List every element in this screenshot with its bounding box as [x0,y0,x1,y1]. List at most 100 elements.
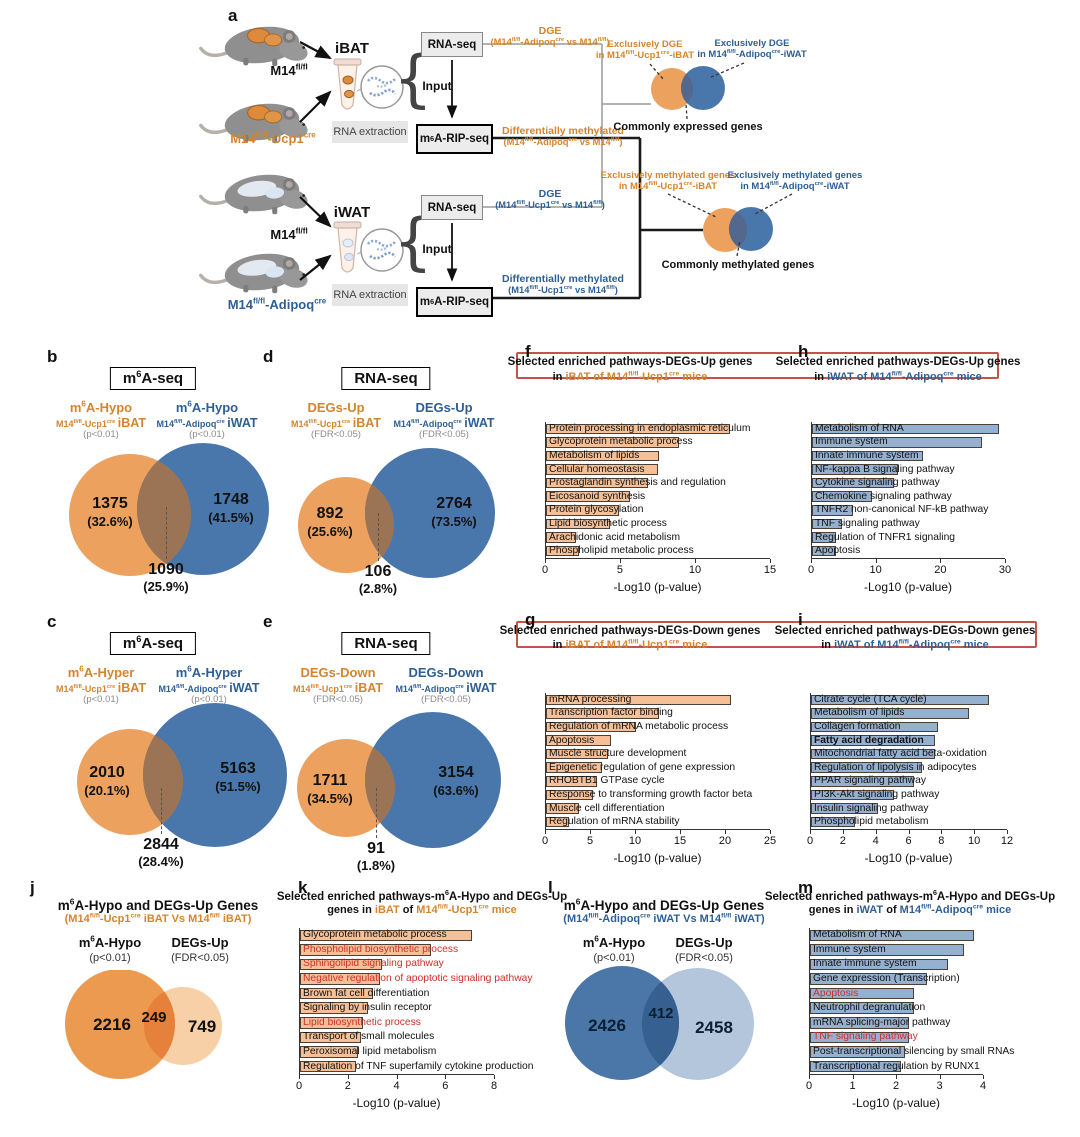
venn-l-inter-count: 412 [648,1005,674,1022]
panel-m-xlabel: -Log10 (p-value) [851,1096,941,1110]
pathway-label: Glycoprotein metabolic process [549,436,693,448]
pathway-label: Transcriptional regulation by RUNX1 [813,1060,980,1072]
pathway-row: NF-kappa B signaling pathway [812,463,1005,477]
axis-tick [852,1075,854,1079]
axis-tick-label: 4 [872,835,879,847]
axis-tick-label: 30 [998,564,1012,576]
venn-d-left-pct: (25.6%) [307,524,353,539]
pathway-row: Prostaglandin synthesis and regulation [546,476,770,490]
panel-j-right-name: DEGs-Up [171,935,229,950]
pathway-row: Brown fat cell differentiation [300,986,494,1001]
pathway-row: Muscle structure development [546,747,770,761]
pathway-row: Response to transforming growth factor b… [546,788,770,802]
panel-m-axis: 0 1 2 3 4 [806,1075,987,1095]
pathway-label: Prostaglandin synthesis and regulation [549,477,726,489]
pathway-row: Phospholipid metabolism [811,815,1007,829]
panel-g-xlabel: -Log10 (p-value) [613,851,702,865]
chart-subtitle-part: iWAT of M14fl/fl-Adipoqcre mice [827,370,982,383]
pathway-label: Mitochondrial fatty acid beta-oxidation [814,748,987,760]
panel-k-xlabel: -Log10 (p-value) [352,1096,441,1110]
venn-d-inter-pct: (2.8%) [358,581,398,596]
axis-tick-label: 2 [839,835,846,847]
pathway-row: mRNA splicing-major pathway [810,1016,983,1031]
panel-d-method-box: RNA-seq [341,367,431,391]
axis-tick [694,559,696,563]
pathway-bar [300,1002,368,1015]
mouse-label-wt-top: M14fl/fl [270,62,308,78]
pathway-label: TNF signaling pathway [815,517,920,529]
panel-k-subtitle: genes in iBAT of M14fl/fl-Ucp1cre mice [327,903,517,916]
pathway-bar [812,477,895,489]
axis-tick-label: 5 [586,835,594,847]
pathway-label: Regulation of TNF superfamily cytokine p… [303,1060,534,1072]
venn-c-left-count: 2010 [89,764,125,781]
pathway-label: PI3K-Akt signaling pathway [814,788,940,800]
chart-subtitle-part: in [814,371,828,383]
pathway-row: Signaling by insulin receptor [300,1001,494,1016]
panel-e-label: e [263,612,273,631]
pathway-row: Cytokine signaling pathway [812,476,1005,490]
panel-i-axis: 0 2 4 6 8 10 12 [807,830,1013,850]
panel-j-subtitle: (M14fl/fl-Ucp1cre iBAT Vs M14fl/fl iBAT) [64,912,252,925]
panel-f-plot: Protein processing in endoplasmic reticu… [545,422,770,559]
pathway-label: Lipid biosynthetic process [303,1016,421,1028]
venn-b-inter-count: 1090 [148,561,184,578]
pathway-row: TNFR2 non-canonical NF-kB pathway [812,504,1005,518]
pathway-bar [546,491,630,503]
panel-c-right-header: m6A-Hyper M14fl/fl-Adipoqcre iWAT (p<0.0… [158,664,260,706]
panel-g-axis: 0 5 10 15 20 25 [542,830,776,850]
panel-m-title: Selected enriched pathways-m6A-Hypo and … [764,889,1056,903]
pathway-label: Innate immune system [813,958,917,970]
pathway-row: PI3K-Akt signaling pathway [811,788,1007,802]
pathway-row: Post-transcriptional silencing by small … [810,1045,1014,1060]
pathway-row: Muscle cell differentiation [546,802,770,816]
panel-e-right-header: DEGs-Down M14fl/fl-Adipoqcre iWAT (FDR<0… [395,665,497,706]
panel-m-label: m [798,878,814,897]
pathway-label: Insulin signaling pathway [814,802,929,814]
pathway-label: Regulation of TNFR1 signaling [815,531,956,543]
axis-tick [1005,559,1006,563]
pathway-label: Cellular homeostasis [549,463,645,475]
pathway-bar [810,958,949,971]
label-pointers [649,62,793,257]
pathway-label: Muscle structure development [549,748,687,760]
pathway-bar [546,464,658,475]
panel-f-title: Selected enriched pathways-DEGs-Up genes [507,356,753,368]
venn-j-right-count: 749 [187,1017,217,1036]
axis-tick-label: 6 [905,835,912,847]
pathway-label: Immune system [813,943,886,955]
pathway-label: PPAR signaling pathway [814,775,926,787]
pathway-label: Muscle cell differentiation [549,802,665,814]
axis-tick-label: 4 [979,1080,987,1092]
pathway-row: Regulation of mRNA metabolic process [546,720,770,734]
pathway-row: Metabolism of lipids [546,449,770,463]
pathway-bar [546,437,679,448]
pathway-label: Metabolism of RNA [813,929,902,941]
panel-k-plot: Glycoprotein metabolic process Phospholip… [299,928,533,1075]
panel-b-left-header: m6A-Hypo M14fl/fl-Ucp1cre iBAT (p<0.01) [55,399,147,441]
pathway-row: Metabolism of lipids [811,707,1007,721]
axis-tick [445,1075,447,1079]
venn-c-inter-count: 2844 [143,836,179,853]
pathway-label: NF-kappa B signaling pathway [815,463,955,475]
pathway-bar [811,748,936,760]
axis-tick [974,830,976,834]
pathway-bar [812,464,898,475]
axis-tick [299,1075,300,1079]
pathway-label: Chemokine signaling pathway [815,490,952,502]
pathway-label: RHOBTB1 GTPase cycle [549,775,665,787]
chart-subtitle-part: iWAT [856,904,884,916]
panel-b-right-header: m6A-Hypo M14fl/fl-Adipoqcre iWAT (p<0.01… [156,399,258,441]
tissue-label-ibat: iBAT [335,40,369,57]
pathway-row: Transcription factor binding [546,707,770,721]
axis-tick-label: 2 [344,1080,351,1092]
pathway-bar [810,973,927,985]
venn-b-right-count: 1748 [213,491,249,508]
pathway-row: Regulation of mRNA stability [546,815,770,829]
venn-c-right-pct: (51.5%) [215,779,261,794]
venn-j-inter-count: 249 [141,1009,167,1026]
venn-c-inter-pct: (28.4%) [138,854,184,869]
axis-tick [983,1075,984,1079]
panel-k: k Selected enriched pathways-m6A-Hypo an… [277,878,567,1137]
dge-label-top: DGE (M14fl/fl-Adipoqcre vs M14fl/fl) [490,25,610,48]
